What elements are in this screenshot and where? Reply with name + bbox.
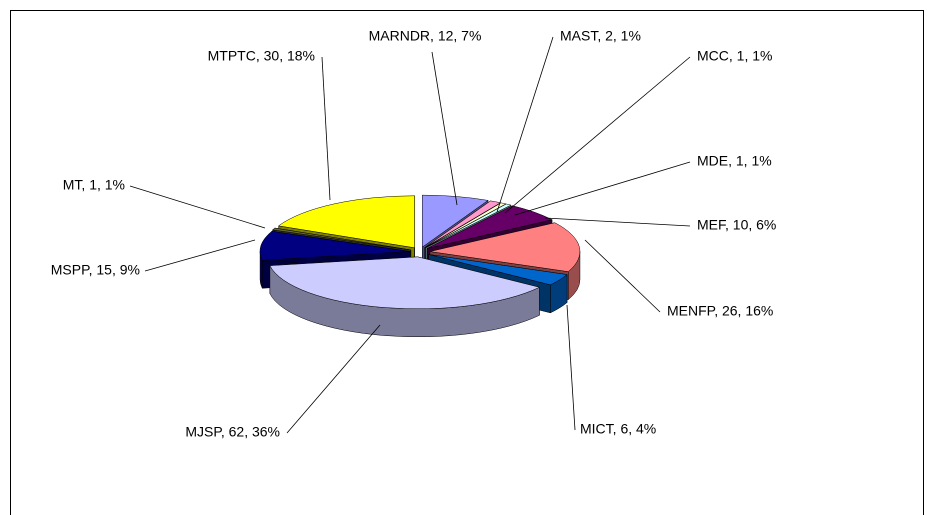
leader-line — [286, 324, 381, 434]
leader-line — [544, 217, 691, 227]
leader-line — [321, 56, 331, 201]
slice — [277, 195, 415, 249]
slice — [424, 200, 502, 248]
data-label: MENFP, 26, 16% — [667, 303, 773, 319]
leader-line — [514, 161, 691, 216]
leader-line — [496, 36, 554, 213]
leader-line — [144, 239, 256, 272]
slice — [427, 205, 553, 249]
slice — [429, 222, 581, 272]
leader-line — [129, 185, 266, 229]
slice — [428, 254, 568, 286]
leader-line — [431, 51, 458, 206]
data-label: MCC, 1, 1% — [697, 48, 772, 64]
data-label: MSPP, 15, 9% — [51, 262, 140, 278]
leader-line — [504, 56, 691, 214]
data-label: MJSP, 62, 36% — [185, 424, 280, 440]
slice — [271, 227, 411, 251]
data-label: MDE, 1, 1% — [697, 153, 772, 169]
data-label: MTPTC, 30, 18% — [208, 48, 315, 64]
data-label: MARNDR, 12, 7% — [369, 28, 482, 44]
slice — [259, 231, 411, 261]
leader-line — [584, 239, 661, 313]
data-label: MEF, 10, 6% — [697, 217, 776, 233]
slice — [425, 203, 512, 249]
data-label: MICT, 6, 4% — [580, 421, 656, 437]
leader-line — [566, 304, 576, 431]
slice — [269, 256, 541, 310]
data-label: MT, 1, 1% — [63, 177, 125, 193]
data-label: MAST, 2, 1% — [560, 28, 641, 44]
